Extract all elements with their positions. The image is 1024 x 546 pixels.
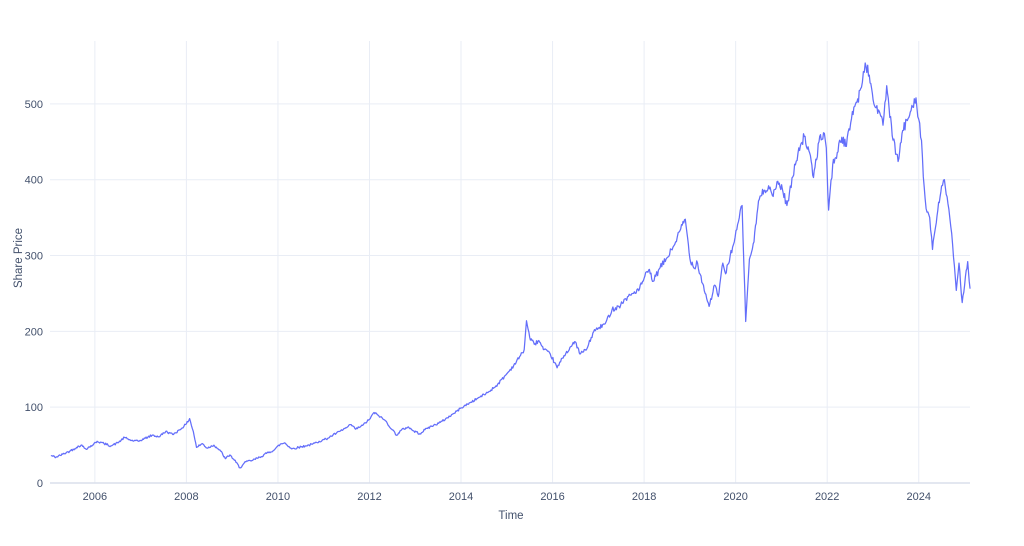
x-tick-label: 2016 [540,491,564,503]
x-tick-label: 2006 [83,491,107,503]
x-tick-label: 2012 [357,491,381,503]
y-axis-title: Share Price [13,227,25,289]
x-tick-label: 2020 [723,491,747,503]
y-tick-label: 100 [25,402,43,414]
y-tick-label: 300 [25,251,43,263]
y-tick-label: 400 [25,175,43,187]
y-tick-label: 200 [25,326,43,338]
x-tick-label: 2024 [906,491,930,503]
x-tick-label: 2022 [815,491,839,503]
x-tick-label: 2018 [632,491,656,503]
x-axis-title: Time [498,510,524,522]
x-tick-label: 2014 [449,491,473,503]
y-tick-label: 500 [25,99,43,111]
y-tick-label: 0 [37,478,43,490]
x-tick-label: 2010 [266,491,290,503]
x-tick-label: 2008 [174,491,198,503]
price-line-series[interactable] [50,62,971,469]
